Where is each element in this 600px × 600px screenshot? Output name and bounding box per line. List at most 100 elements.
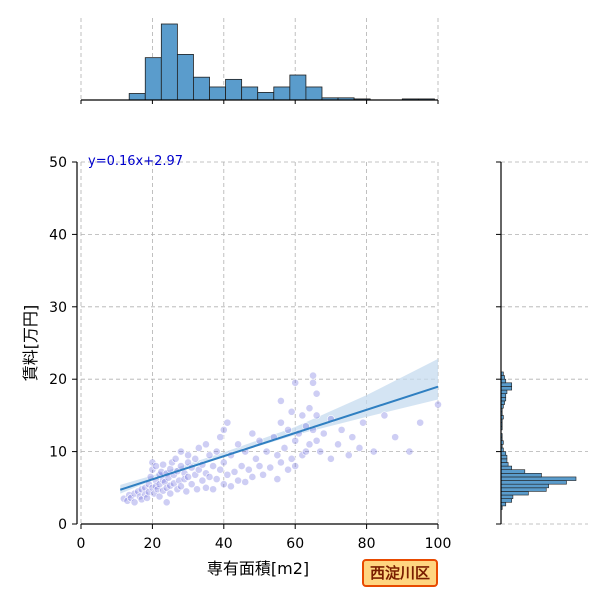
data-point — [202, 483, 210, 492]
scatter-points — [119, 371, 442, 507]
data-point — [248, 473, 257, 481]
histogram-bar — [289, 74, 307, 101]
data-point — [198, 476, 207, 485]
data-point — [319, 429, 328, 438]
data-point — [316, 447, 325, 456]
data-point — [312, 436, 321, 445]
data-point — [405, 447, 414, 456]
ward-badge: 西淀川区 — [362, 559, 439, 587]
data-point — [219, 458, 228, 467]
x-axis-ticks: 0 20 40 60 80 100 — [77, 524, 452, 552]
histogram-bar — [500, 396, 507, 402]
histogram-bar — [500, 494, 514, 499]
y-axis-title: 賃料[万円] — [21, 305, 40, 382]
data-point — [259, 470, 267, 479]
histogram-bar — [500, 382, 513, 387]
data-point — [166, 489, 175, 498]
histogram-bar — [500, 389, 508, 394]
x-tick-label: 80 — [358, 536, 376, 552]
marginal-x-histogram — [80, 18, 439, 104]
data-point — [252, 454, 260, 463]
histogram-bar — [193, 76, 210, 101]
data-point — [334, 440, 342, 449]
data-point — [262, 447, 271, 456]
regression-line — [119, 385, 439, 491]
data-point — [277, 397, 285, 405]
data-point — [182, 487, 191, 496]
data-point — [234, 440, 242, 449]
data-point — [237, 462, 246, 470]
data-point — [184, 473, 192, 481]
data-point — [266, 463, 275, 472]
data-point — [177, 447, 185, 456]
data-point — [291, 436, 300, 445]
main-scatter-plot: 0 20 40 60 80 100 0 10 20 30 40 50 y=0.16x+2.97 専有… — [21, 154, 451, 578]
data-point — [305, 440, 314, 449]
data-point — [130, 498, 139, 507]
data-point — [391, 433, 400, 442]
data-point — [344, 451, 353, 460]
data-point — [380, 411, 389, 420]
data-point — [171, 454, 180, 463]
data-point — [291, 378, 300, 387]
data-point — [312, 389, 321, 398]
histogram-bar — [241, 86, 259, 101]
y-tick-label: 40 — [49, 227, 67, 243]
data-point — [369, 447, 378, 456]
data-point — [155, 492, 164, 501]
data-point — [162, 498, 171, 507]
data-point — [277, 418, 285, 427]
x-tick-label: 100 — [425, 536, 452, 552]
x-tick-label: 40 — [215, 536, 233, 552]
histogram-bar — [500, 458, 508, 463]
histogram-bar — [500, 454, 508, 460]
regression-equation: y=0.16x+2.97 — [88, 154, 183, 169]
histogram-bar — [500, 469, 526, 474]
data-point — [284, 425, 292, 434]
y-tick-label: 50 — [49, 155, 67, 171]
data-point — [209, 462, 217, 470]
histogram-bar — [273, 86, 291, 101]
data-point — [209, 485, 217, 494]
histogram-bar — [160, 23, 178, 101]
data-point — [219, 480, 228, 489]
data-point — [244, 465, 253, 474]
histogram-bar — [257, 92, 275, 101]
data-point — [305, 404, 314, 413]
data-point — [241, 478, 250, 486]
data-point — [202, 440, 210, 449]
histogram-bar — [500, 462, 509, 467]
data-point — [355, 444, 364, 452]
data-point — [184, 451, 192, 460]
data-point — [291, 462, 300, 470]
data-point — [298, 411, 307, 420]
data-point — [312, 411, 321, 420]
histogram-bar — [500, 465, 513, 470]
histogram-bar — [500, 386, 513, 391]
data-point — [284, 465, 292, 474]
data-point — [248, 429, 257, 438]
histogram-bar — [144, 57, 162, 101]
data-point — [159, 460, 168, 469]
data-point — [230, 467, 239, 476]
data-point — [212, 475, 221, 484]
y-axis-ticks: 0 10 20 30 40 50 — [49, 155, 77, 533]
histogram-bar — [305, 86, 323, 101]
data-point — [287, 407, 296, 416]
y-tick-label: 0 — [58, 517, 67, 533]
data-point — [216, 465, 225, 474]
data-point — [212, 447, 221, 456]
histogram-bar — [500, 476, 577, 481]
histogram-bar — [500, 451, 507, 456]
data-point — [205, 451, 214, 460]
data-point — [309, 378, 317, 387]
main-axes — [76, 162, 438, 525]
histogram-bar — [176, 54, 194, 101]
data-point — [177, 482, 185, 491]
data-point — [337, 425, 346, 434]
data-point — [416, 418, 425, 427]
y-tick-label: 20 — [49, 372, 67, 388]
data-point — [326, 454, 335, 463]
data-point — [152, 462, 160, 470]
